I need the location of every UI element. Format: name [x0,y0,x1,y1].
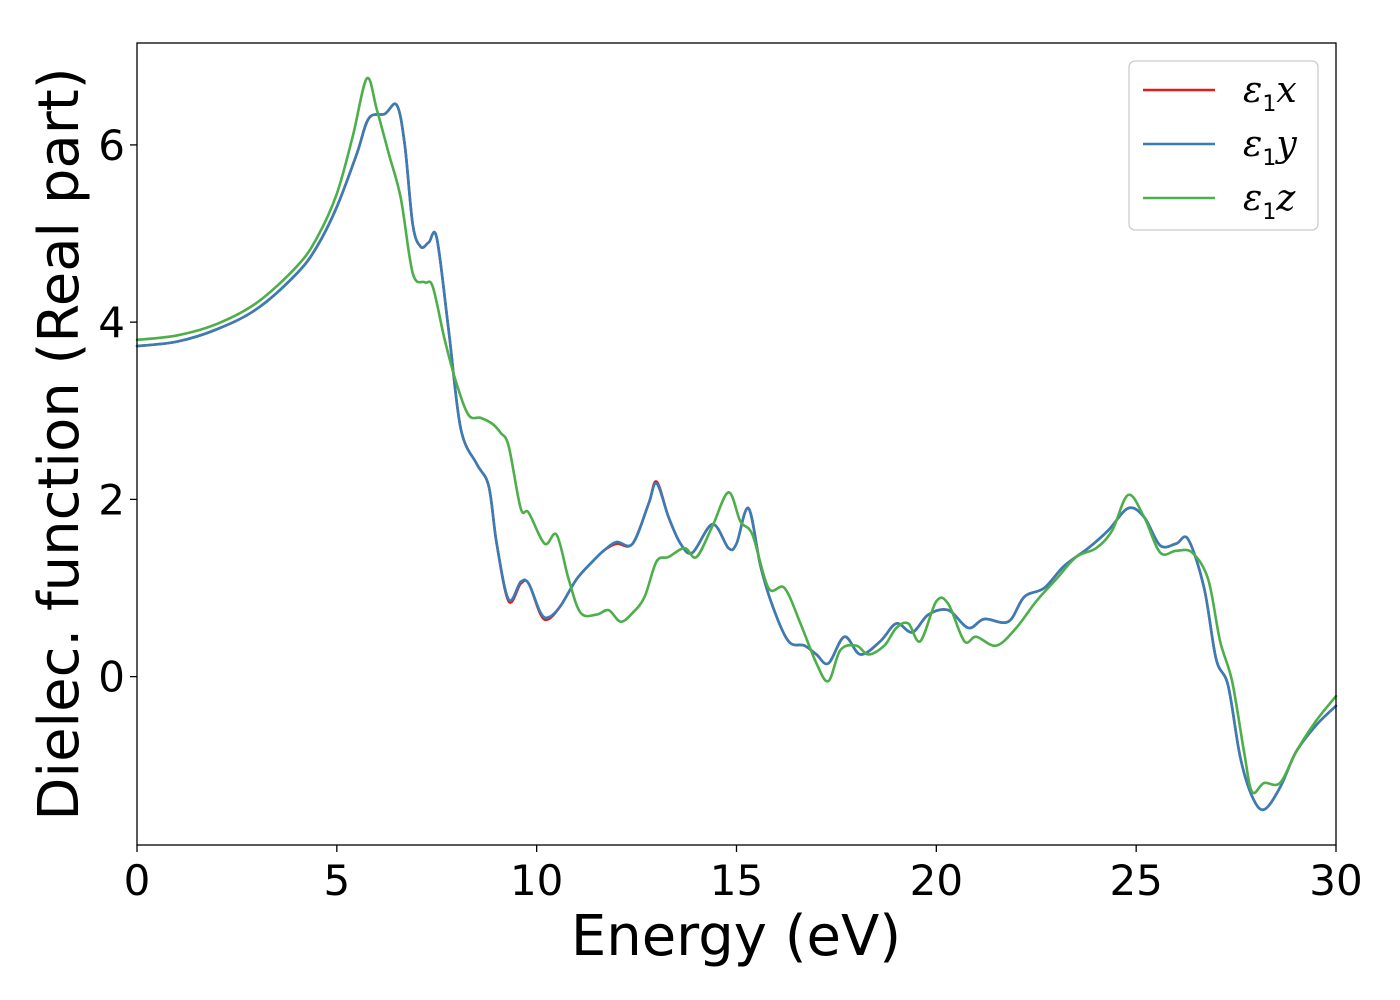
x-tick-label: 15 [710,856,763,905]
y-tick-label: 6 [98,121,125,170]
legend-label-y: ε1y [1243,124,1297,171]
series-line-z [135,76,1338,795]
x-tick-label: 20 [910,856,963,905]
x-tick-label: 0 [124,856,151,905]
x-tick-label: 25 [1109,856,1162,905]
legend: ε1x ε1y ε1z [1128,60,1319,231]
series-lines [135,76,1338,812]
y-tick-label: 4 [98,298,125,347]
y-axis-title: Dielec. function (Real part) [27,67,92,820]
legend-box [1128,60,1319,231]
y-axis: 0 2 4 6 [98,121,137,702]
x-tick-label: 30 [1309,856,1362,905]
legend-label-x: ε1x [1243,70,1297,117]
y-tick-label: 0 [98,653,125,702]
x-tick-label: 5 [323,856,350,905]
legend-label-z: ε1z [1243,178,1296,225]
x-tick-label: 10 [510,856,563,905]
y-tick-label: 2 [98,475,125,524]
x-axis-title: Energy (eV) [571,904,901,969]
x-axis: 0 5 10 15 20 25 30 [124,845,1363,905]
